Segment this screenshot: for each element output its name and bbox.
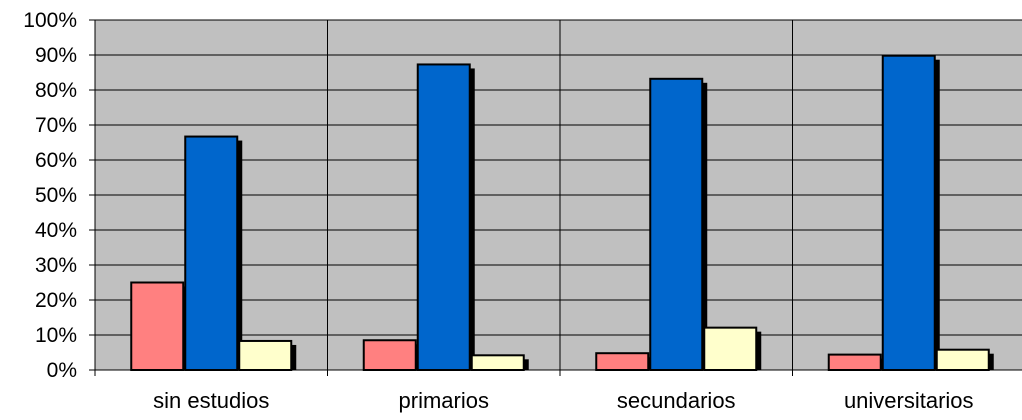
x-axis: sin estudios primarios secundarios universi… <box>94 369 1022 413</box>
y-tick-label: 50% <box>35 184 77 207</box>
y-tick-label: 0% <box>47 359 77 382</box>
bars <box>130 54 994 372</box>
bar <box>881 54 936 371</box>
bar <box>416 63 471 371</box>
bar <box>703 326 758 371</box>
bar <box>238 339 293 372</box>
y-tick-label: 80% <box>35 79 77 102</box>
y-tick-label: 60% <box>35 149 77 172</box>
y-tick-label: 70% <box>35 114 77 137</box>
bar <box>595 352 650 372</box>
bar <box>362 339 417 371</box>
y-tick-label: 30% <box>35 254 77 277</box>
y-axis: 0% 10% 20% 30% 40% 50% 60% 70% 80% 90% 100% <box>23 9 96 382</box>
gridlines <box>95 19 1022 371</box>
y-tick-label: 40% <box>35 219 77 242</box>
category-label: secundarios <box>617 388 736 413</box>
y-tick-label: 20% <box>35 289 77 312</box>
bar <box>130 281 185 371</box>
bar <box>470 354 525 371</box>
bar <box>184 135 239 371</box>
y-tick-label: 90% <box>35 44 77 67</box>
bar <box>827 353 882 372</box>
bar <box>935 348 990 372</box>
category-label: universitarios <box>844 388 974 413</box>
y-tick-label: 10% <box>35 324 77 347</box>
bar <box>649 77 704 372</box>
y-tick-label: 100% <box>23 9 77 32</box>
category-label: primarios <box>399 388 489 413</box>
category-label: sin estudios <box>153 388 269 413</box>
